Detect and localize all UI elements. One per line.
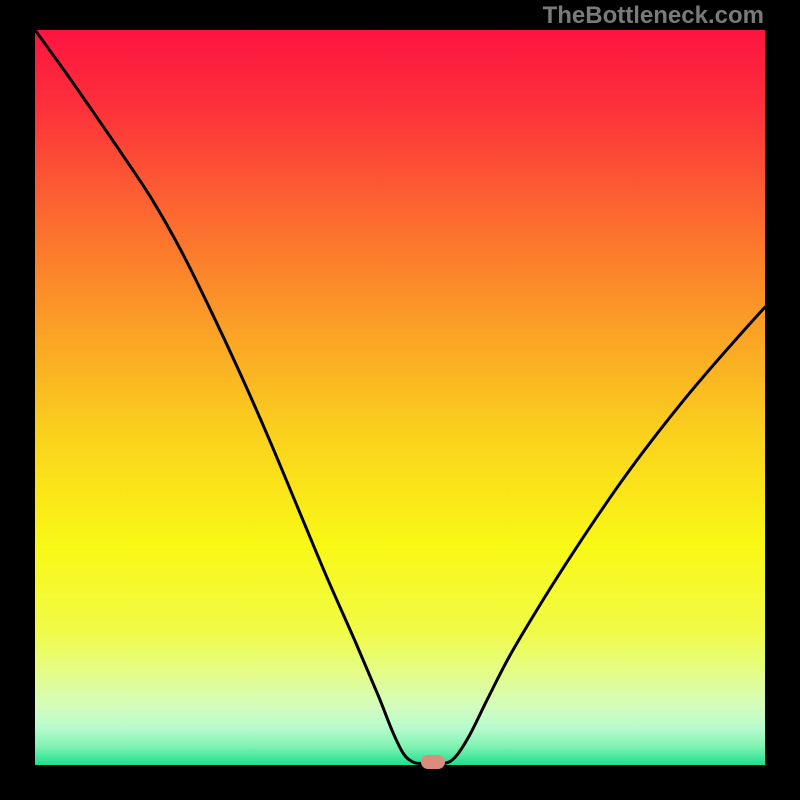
chart-border-bottom: [0, 765, 800, 800]
chart-border-right: [765, 0, 800, 800]
bottleneck-chart: TheBottleneck.com: [0, 0, 800, 800]
chart-border-left: [0, 0, 35, 800]
bottleneck-curve: [35, 30, 765, 765]
watermark-text: TheBottleneck.com: [543, 2, 764, 30]
plot-area: [35, 30, 765, 765]
optimal-point-marker: [421, 755, 445, 769]
